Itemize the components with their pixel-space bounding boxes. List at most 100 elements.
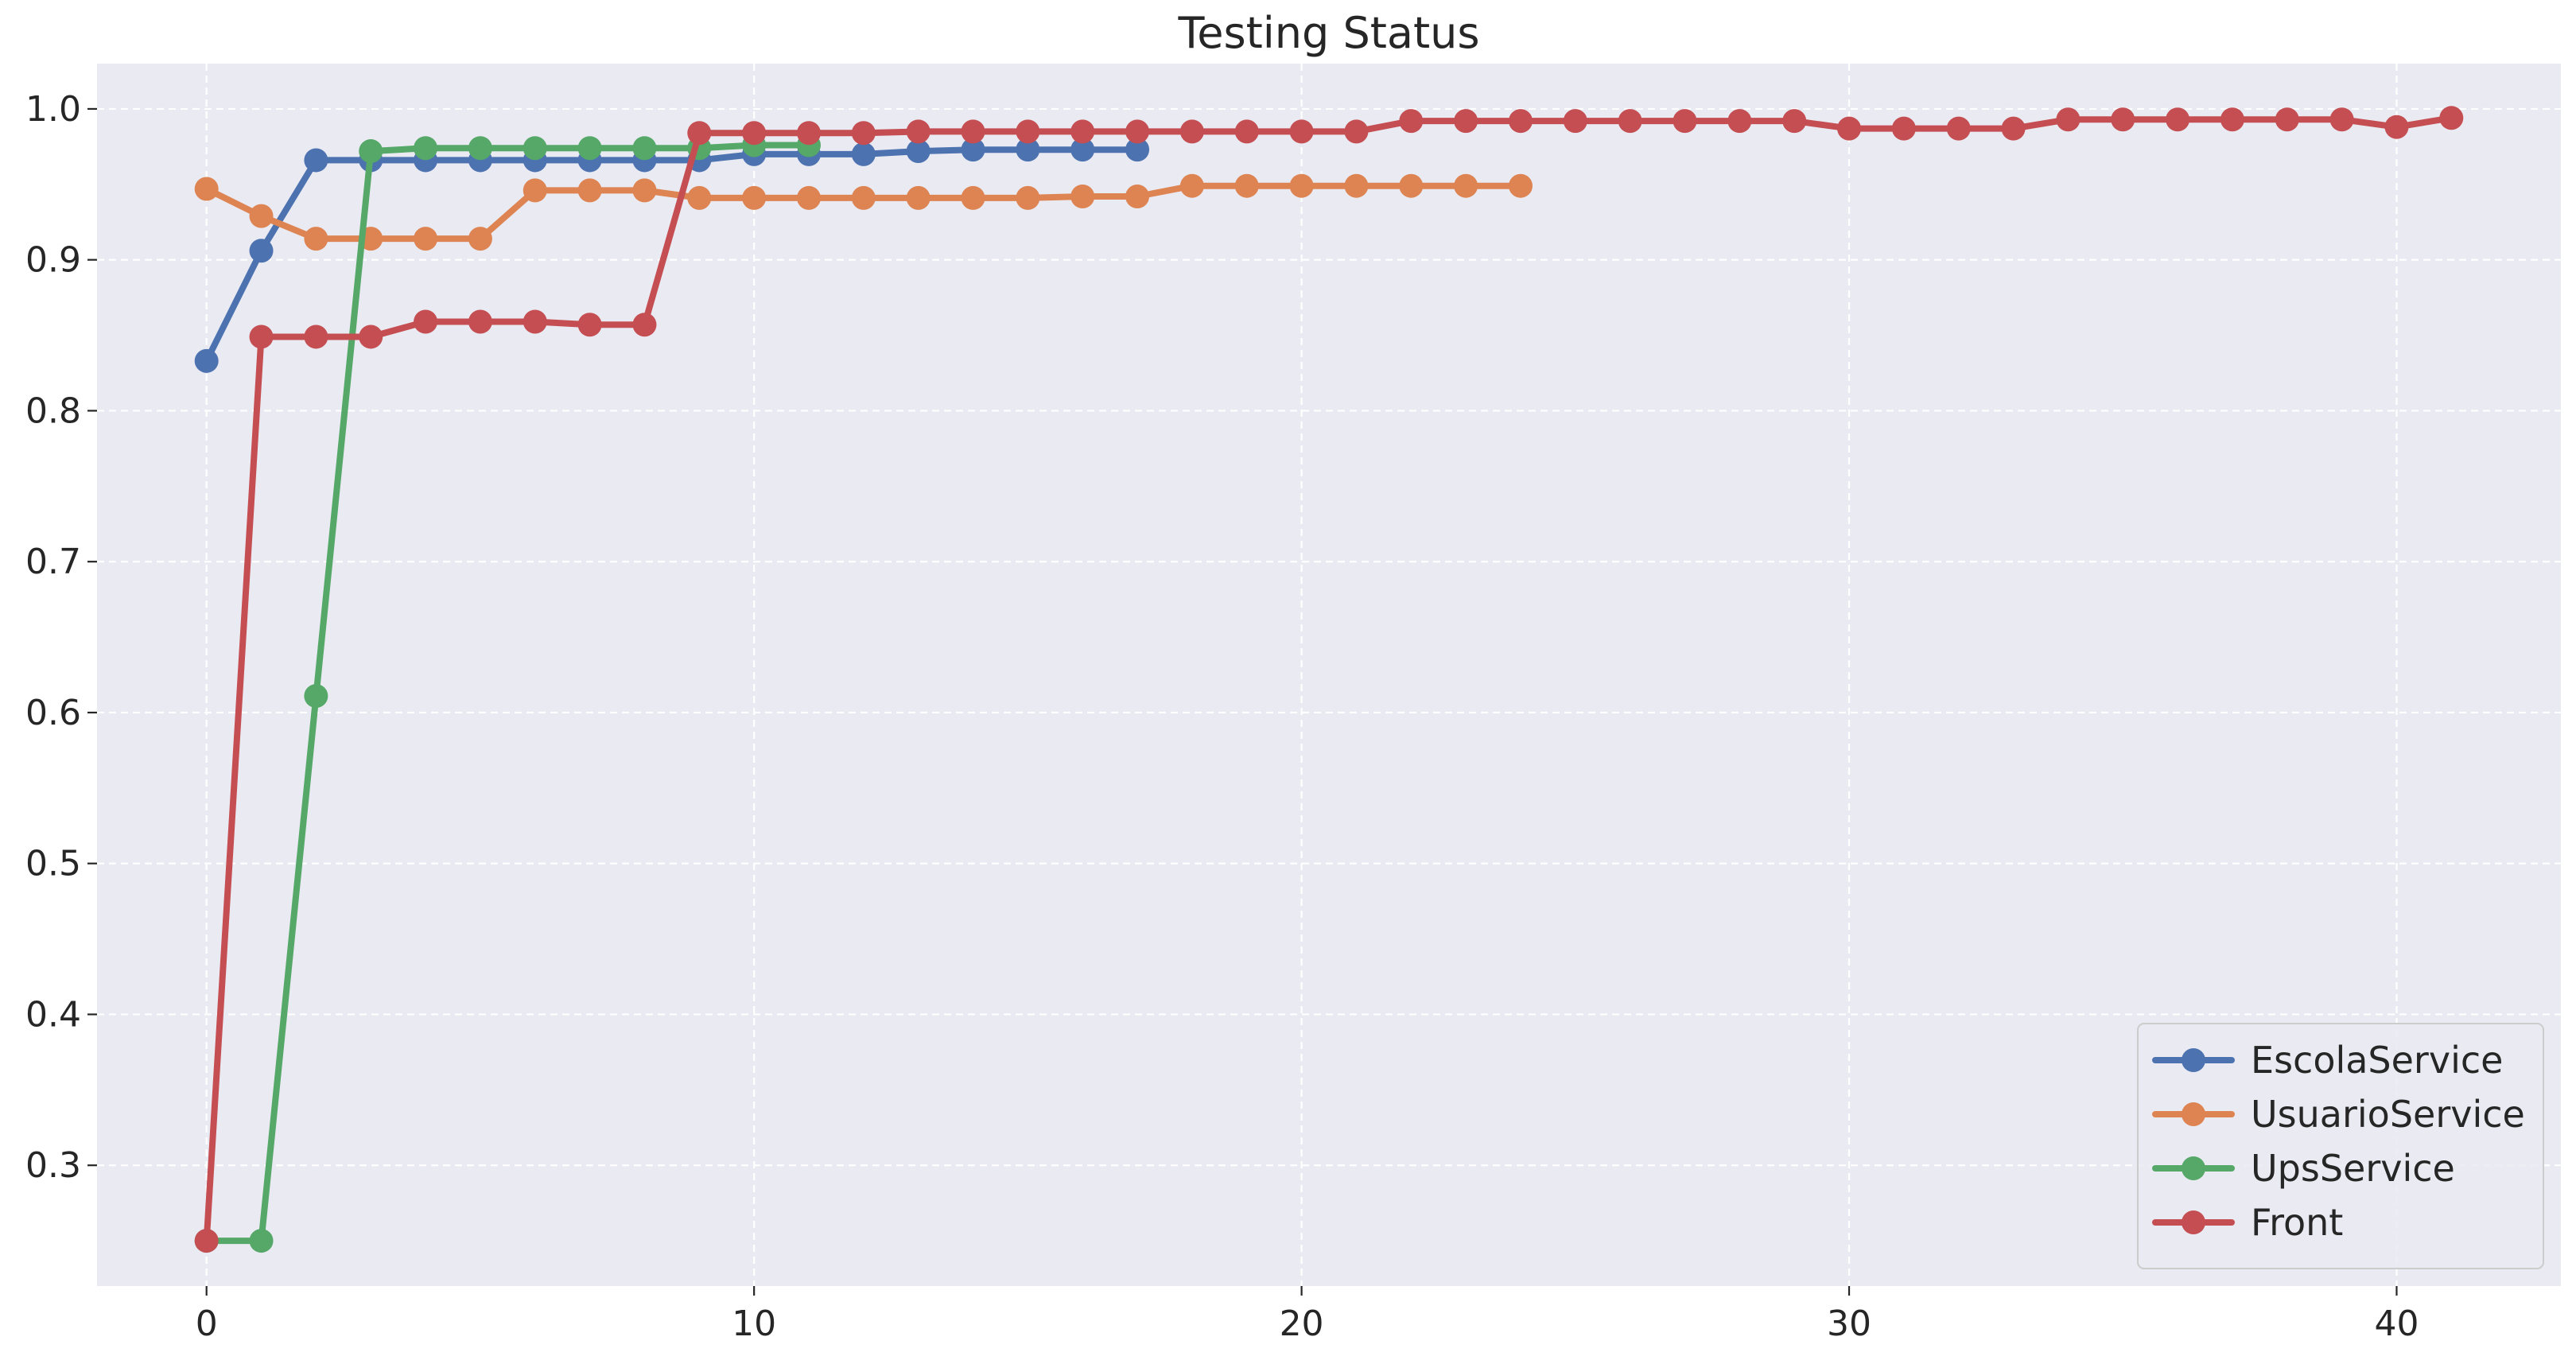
legend-swatch-marker <box>2182 1102 2205 1126</box>
data-point-front <box>1946 116 1971 141</box>
data-point-usuarioservice <box>194 177 219 201</box>
data-point-escolaservice <box>906 139 931 164</box>
data-point-front <box>2111 107 2135 132</box>
data-point-usuarioservice <box>632 178 657 203</box>
data-point-front <box>1508 109 1533 134</box>
data-point-front <box>1618 109 1642 134</box>
data-point-front <box>1891 116 1916 141</box>
data-point-front <box>1673 109 1697 134</box>
data-point-front <box>304 324 328 349</box>
data-point-front <box>1070 119 1095 144</box>
data-point-usuarioservice <box>1508 173 1533 198</box>
data-point-front <box>249 324 274 349</box>
x-tick-label: 20 <box>1280 1304 1324 1344</box>
data-point-usuarioservice <box>796 185 821 210</box>
x-tick-label: 30 <box>1827 1304 1871 1344</box>
data-point-front <box>414 309 438 334</box>
legend-box <box>2137 1023 2544 1269</box>
y-tick-label: 0.7 <box>25 542 81 582</box>
legend-entry-usuarioservice: UsuarioService <box>2152 1093 2525 1136</box>
series-front <box>194 106 2464 1253</box>
chart-title: Testing Status <box>1177 8 1479 58</box>
legend-label-upsservice: UpsService <box>2251 1147 2455 1190</box>
data-point-front <box>523 309 547 334</box>
axis-ticks: 0.3 0.4 0.5 0.6 0.7 0.8 0.9 1.0 0 10 20 30 40 <box>25 89 2419 1344</box>
data-point-usuarioservice <box>687 185 712 210</box>
y-tick-label: 1.0 <box>25 89 81 130</box>
series-usuarioservice <box>194 173 1533 251</box>
data-point-front <box>1782 109 1807 134</box>
data-point-front <box>906 119 931 144</box>
data-point-escolaservice <box>304 148 328 173</box>
data-point-usuarioservice <box>577 178 602 203</box>
legend-label-front: Front <box>2251 1201 2343 1244</box>
data-point-upsservice <box>304 684 328 709</box>
data-point-front <box>961 119 985 144</box>
data-point-front <box>1016 119 1040 144</box>
data-point-front <box>1289 119 1314 144</box>
data-point-front <box>2001 116 2026 141</box>
data-point-usuarioservice <box>523 178 547 203</box>
data-point-front <box>1454 109 1478 134</box>
y-tick-label: 0.4 <box>25 994 81 1035</box>
legend-swatch-marker <box>2182 1210 2205 1234</box>
legend-entry-escolaservice: EscolaService <box>2152 1039 2503 1082</box>
series-lines <box>194 106 2464 1253</box>
data-point-usuarioservice <box>1016 185 1040 210</box>
data-point-escolaservice <box>961 138 985 162</box>
data-point-escolaservice <box>1125 138 1150 162</box>
data-point-front <box>1125 119 1150 144</box>
data-point-front <box>1727 109 1752 134</box>
data-point-front <box>1344 119 1369 144</box>
data-point-usuarioservice <box>304 227 328 251</box>
data-point-usuarioservice <box>1125 184 1150 208</box>
x-tick-label: 10 <box>732 1304 776 1344</box>
data-point-upsservice <box>468 136 492 161</box>
data-point-front <box>2056 107 2081 132</box>
data-point-front <box>359 324 383 349</box>
data-point-front <box>796 121 821 146</box>
legend-swatch-marker <box>2182 1048 2205 1072</box>
data-point-front <box>577 313 602 337</box>
data-point-upsservice <box>577 136 602 161</box>
data-point-escolaservice <box>851 142 876 166</box>
y-tick-label: 0.5 <box>25 844 81 884</box>
data-point-front <box>1234 119 1259 144</box>
data-point-front <box>687 121 712 146</box>
data-point-upsservice <box>249 1229 274 1253</box>
data-point-front <box>1399 109 1424 134</box>
legend-label-usuarioservice: UsuarioService <box>2251 1093 2525 1136</box>
y-tick-label: 0.9 <box>25 240 81 281</box>
legend: EscolaService UsuarioService UpsService Fro… <box>2137 1023 2544 1269</box>
data-point-usuarioservice <box>1070 184 1095 208</box>
data-point-escolaservice <box>1016 138 1040 162</box>
data-point-escolaservice <box>1070 138 1095 162</box>
legend-swatch-marker <box>2182 1156 2205 1180</box>
data-point-front <box>2384 115 2409 139</box>
data-point-escolaservice <box>249 239 274 263</box>
data-point-upsservice <box>359 139 383 164</box>
x-tick-label: 40 <box>2374 1304 2419 1344</box>
data-point-front <box>468 309 492 334</box>
data-point-front <box>1563 109 1587 134</box>
data-point-usuarioservice <box>1289 173 1314 198</box>
data-point-front <box>1179 119 1204 144</box>
data-point-usuarioservice <box>1399 173 1424 198</box>
data-point-front <box>194 1229 219 1253</box>
grid-lines <box>97 64 2561 1286</box>
data-point-upsservice <box>632 136 657 161</box>
data-point-front <box>1837 116 1862 141</box>
data-point-usuarioservice <box>906 185 931 210</box>
data-point-usuarioservice <box>1454 173 1478 198</box>
data-point-front <box>2439 106 2464 130</box>
data-point-upsservice <box>414 136 438 161</box>
data-point-front <box>2220 107 2244 132</box>
y-tick-label: 0.8 <box>25 391 81 431</box>
y-tick-label: 0.6 <box>25 693 81 733</box>
data-point-front <box>851 121 876 146</box>
data-point-usuarioservice <box>1344 173 1369 198</box>
legend-label-escolaservice: EscolaService <box>2251 1039 2503 1082</box>
data-point-usuarioservice <box>468 227 492 251</box>
data-point-front <box>2275 107 2299 132</box>
